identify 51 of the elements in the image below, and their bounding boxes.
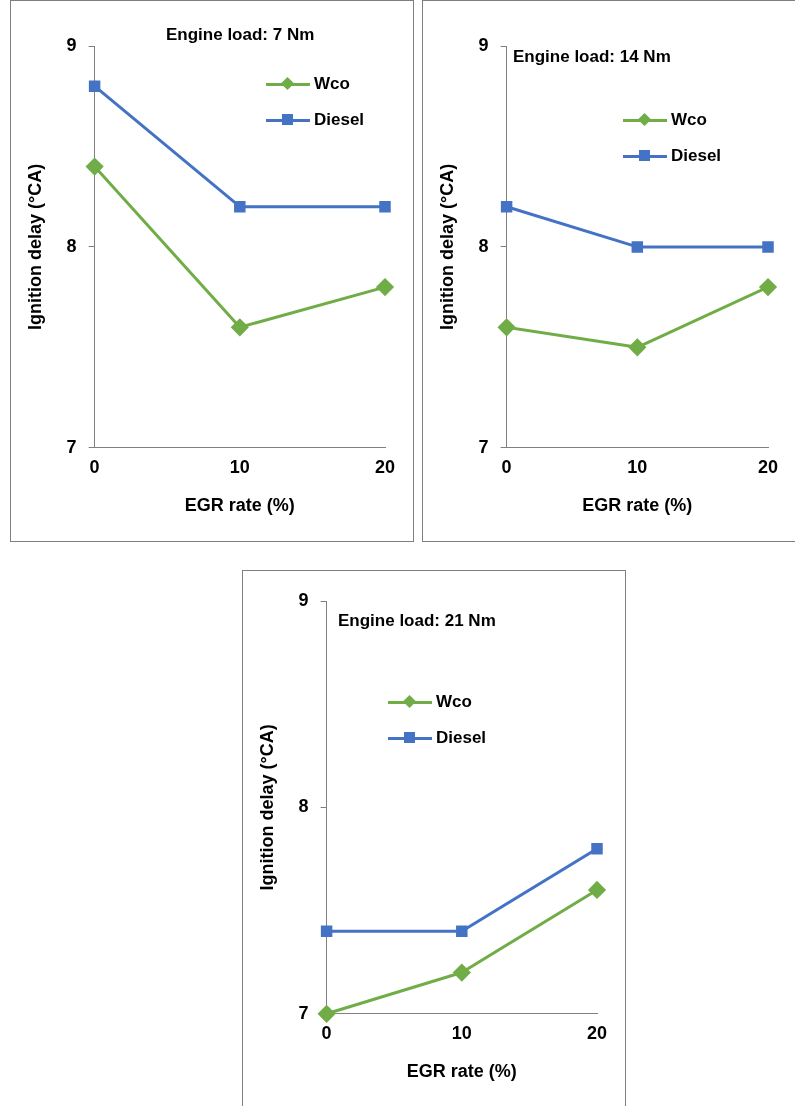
point <box>86 158 104 176</box>
x-tick-label: 0 <box>501 456 512 477</box>
legend-label: Diesel <box>314 110 365 130</box>
y-tick-label: 7 <box>478 436 489 457</box>
legend-label: Wco <box>671 110 707 130</box>
point <box>628 338 646 356</box>
point <box>591 842 603 855</box>
point <box>376 278 394 296</box>
y-axis-title: Ignition delay (°CA) <box>436 163 457 330</box>
legend-label: Wco <box>436 692 472 712</box>
x-tick-label: 10 <box>451 1022 472 1043</box>
x-tick-label: 20 <box>757 456 779 477</box>
x-axis-title: EGR rate (%) <box>406 1061 517 1082</box>
legend-label: Diesel <box>436 728 487 748</box>
point <box>231 318 249 336</box>
x-tick-label: 0 <box>321 1022 332 1043</box>
y-axis-title: Ignition delay (°CA) <box>24 163 45 330</box>
point <box>453 964 471 982</box>
point <box>456 925 468 937</box>
point <box>631 241 644 253</box>
legend-label: Diesel <box>671 146 722 166</box>
y-tick-label: 8 <box>478 235 489 256</box>
chart-title: Engine load: 14 Nm <box>513 47 671 67</box>
point <box>88 80 101 92</box>
point <box>379 200 391 213</box>
x-tick-label: 10 <box>229 456 250 477</box>
x-tick-label: 0 <box>89 456 100 477</box>
point <box>762 241 774 253</box>
x-tick-label: 20 <box>374 456 396 477</box>
y-tick-label: 8 <box>298 796 309 817</box>
y-tick-label: 9 <box>298 589 309 610</box>
y-axis-title: Ignition delay (°CA) <box>256 724 277 891</box>
y-tick-label: 7 <box>298 1002 309 1023</box>
point <box>318 1005 336 1023</box>
y-tick-label: 8 <box>66 235 77 256</box>
point <box>759 278 777 296</box>
x-tick-label: 20 <box>586 1022 608 1043</box>
point <box>498 318 516 336</box>
point <box>320 925 333 937</box>
point <box>588 881 606 899</box>
x-axis-title: EGR rate (%) <box>184 495 295 516</box>
x-tick-label: 10 <box>627 456 648 477</box>
point <box>500 200 513 213</box>
point <box>234 200 246 213</box>
legend-label: Wco <box>314 74 350 94</box>
y-tick-label: 9 <box>66 34 77 55</box>
chart-title: Engine load: 7 Nm <box>166 25 315 45</box>
text: Engine load: 21 Nm <box>338 611 496 631</box>
x-axis-title: EGR rate (%) <box>582 495 693 516</box>
y-tick-label: 9 <box>478 34 489 55</box>
y-tick-label: 7 <box>66 436 77 457</box>
